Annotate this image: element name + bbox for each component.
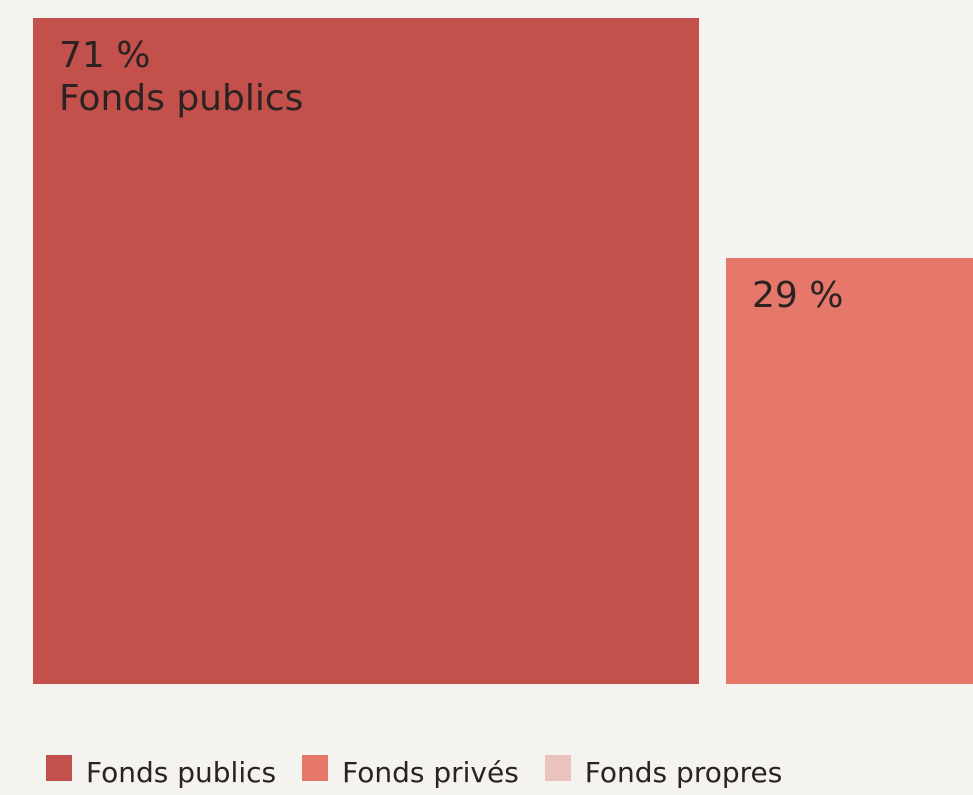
tile-value-fonds-publics: 71 % xyxy=(59,35,151,76)
legend-label-fonds-prives: Fonds privés xyxy=(342,755,519,789)
legend-item-fonds-prives: Fonds privés xyxy=(302,755,519,789)
legend-swatch-fonds-prives xyxy=(302,755,329,781)
legend-label-fonds-publics: Fonds publics xyxy=(86,755,277,789)
tile-fonds-publics: 71 % Fonds publics xyxy=(33,18,699,684)
legend-swatch-fonds-propres xyxy=(544,755,571,781)
legend-item-fonds-propres: Fonds propres xyxy=(544,755,783,789)
tile-name-fonds-publics: Fonds publics xyxy=(59,78,304,120)
treemap-chart: 71 % Fonds publics 29 % xyxy=(33,18,973,684)
tile-value-fonds-prives: 29 % xyxy=(752,275,844,317)
tile-label-fonds-publics: 71 % Fonds publics xyxy=(59,34,303,120)
legend-swatch-fonds-publics xyxy=(46,755,72,781)
tile-label-fonds-prives: 29 % xyxy=(752,274,843,317)
legend-label-fonds-propres: Fonds propres xyxy=(584,755,783,789)
legend-item-fonds-publics: Fonds publics xyxy=(46,755,277,789)
tile-fonds-prives: 29 % xyxy=(726,258,973,684)
legend: Fonds publics Fonds privés Fonds propres xyxy=(46,752,808,792)
